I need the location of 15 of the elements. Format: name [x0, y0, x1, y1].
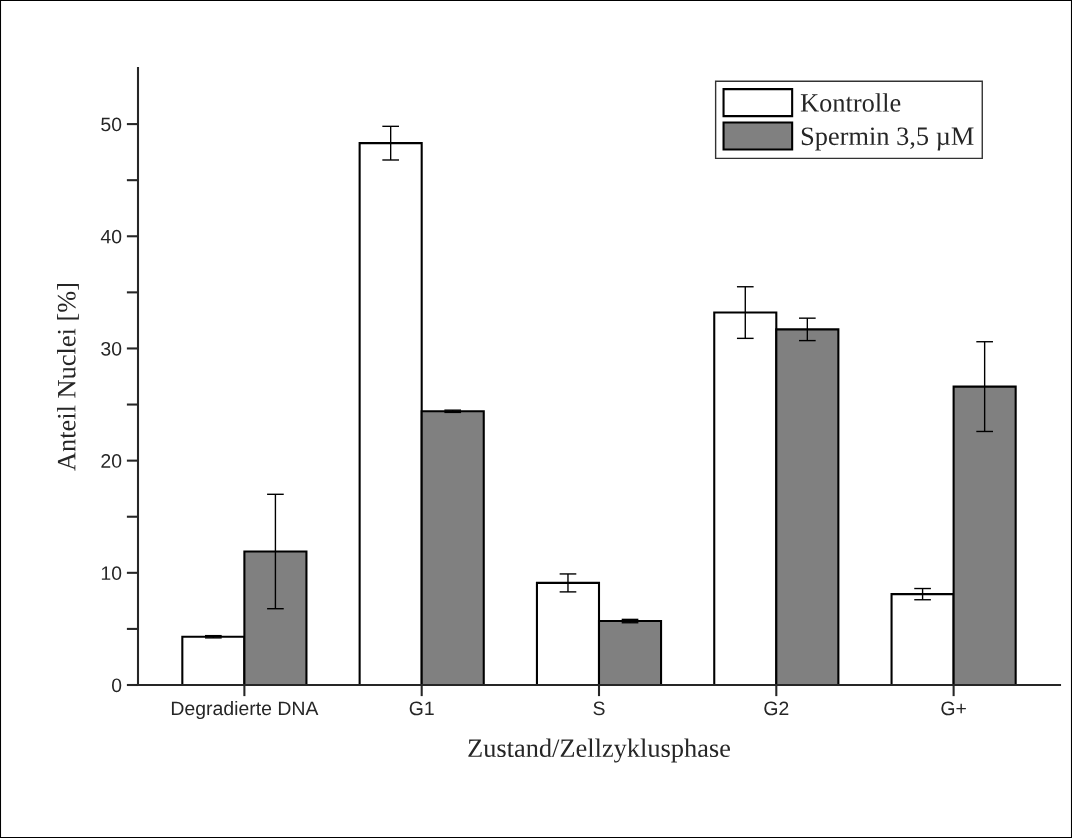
legend-label: Spermin 3,5 µM	[801, 127, 974, 151]
y-tick-label: 10	[101, 566, 122, 581]
y-tick-label: 20	[101, 454, 122, 468]
x-axis-title: Zustand/Zellzyklusphase	[468, 738, 730, 763]
y-tick-label: 50	[101, 117, 122, 132]
x-tick-label: Degradierte DNA	[171, 700, 319, 720]
x-tick-label: S	[593, 701, 605, 716]
x-tick-label: G+	[941, 701, 966, 716]
y-axis-title: Anteil Nuclei [%]	[57, 283, 79, 471]
y-tick-label: 40	[100, 229, 122, 244]
x-tick-label: G2	[764, 701, 789, 716]
y-tick-label: 0	[111, 678, 122, 693]
legend-label: Kontrolle	[800, 93, 901, 112]
y-tick-label: 30	[101, 341, 122, 356]
x-tick-label: G1	[409, 701, 434, 716]
